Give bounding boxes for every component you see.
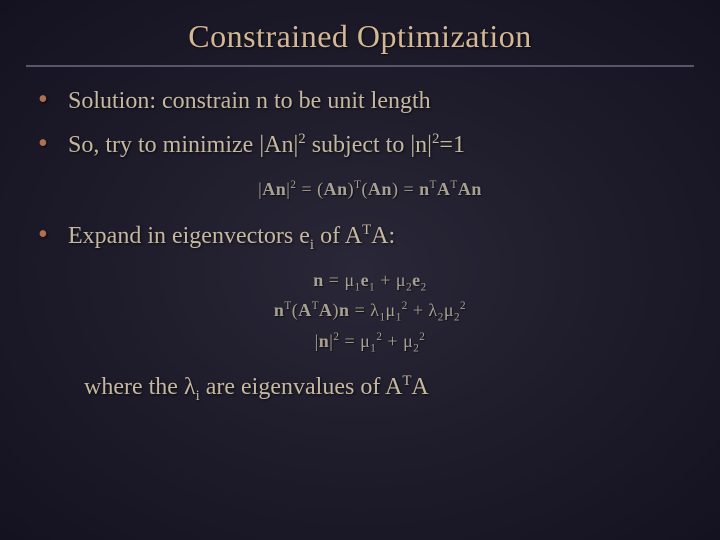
- eq1-rp2: ): [392, 179, 399, 199]
- eq4-plus: +: [382, 331, 403, 351]
- eq2-line2: nT(ATA)n = λ1μ12 + λ2μ22: [68, 295, 672, 326]
- equation-block-2: n = μ1e1 + μ2e2 nT(ATA)n = λ1μ12 + λ2μ22…: [68, 265, 672, 357]
- eq3-s1b: 1: [396, 312, 402, 324]
- eq4-n: n: [319, 331, 330, 351]
- eq1-A2: A: [458, 179, 472, 199]
- eq2-s2b: 2: [421, 281, 427, 293]
- eq3-A2: A: [319, 300, 333, 320]
- eq1-n2: n: [471, 179, 482, 199]
- eq4-mu1: μ: [360, 331, 370, 351]
- eq3-s2b: 2: [454, 312, 460, 324]
- eq1-n1: n: [419, 179, 430, 199]
- bullet-2-text-a: So, try to minimize |An|: [68, 132, 298, 158]
- sup-2a: 2: [298, 131, 305, 147]
- eq3-T: T: [284, 300, 291, 312]
- bullet-2-text-b: subject to |n|: [306, 132, 432, 158]
- eq2-line3: |n|2 = μ12 + μ22: [68, 326, 672, 357]
- equation-1-line: |An|2 = (An)T(An) = nTATAn: [68, 174, 672, 205]
- bullet-3-text-a: Expand in eigenvectors e: [68, 223, 310, 249]
- closing-a: where the: [84, 374, 184, 400]
- eq4-sup2: 2: [419, 331, 425, 343]
- eq2-plus: +: [375, 270, 396, 290]
- slide: Constrained Optimization Solution: const…: [0, 0, 720, 540]
- content-area: Solution: constrain n to be unit length …: [0, 85, 720, 403]
- eq4-sup: 2: [333, 331, 339, 343]
- eq4-s1: 1: [370, 343, 376, 355]
- eq3-mu1: μ: [386, 300, 396, 320]
- eq1-A1: A: [437, 179, 451, 199]
- eq2-e1: e: [361, 270, 370, 290]
- eq1-supT3: T: [450, 179, 457, 191]
- title-underline: [26, 65, 694, 67]
- eq2-mu2: μ: [396, 270, 406, 290]
- eq1-supT: T: [354, 179, 361, 191]
- eq2-mu1: μ: [344, 270, 354, 290]
- eq3-mu2: μ: [444, 300, 454, 320]
- eq3-n2: n: [339, 300, 350, 320]
- eq3-T2: T: [312, 300, 319, 312]
- eq1-An: An: [262, 179, 286, 199]
- bullet-1: Solution: constrain n to be unit length: [68, 85, 672, 117]
- eq3-plus: +: [408, 300, 429, 320]
- closing-line: where the λi are eigenvalues of ATA: [84, 371, 672, 403]
- equation-1: |An|2 = (An)T(An) = nTATAn: [68, 174, 672, 205]
- eq3-A1: A: [298, 300, 312, 320]
- eq1-eq: = (: [296, 179, 323, 199]
- eq2-e2: e: [412, 270, 421, 290]
- bullet-3-text-b: of A: [314, 223, 362, 249]
- bullet-3: Expand in eigenvectors ei of ATA:: [68, 220, 672, 252]
- eq3-n: n: [274, 300, 285, 320]
- eq1-supT2: T: [430, 179, 437, 191]
- eq2-n: n: [313, 270, 324, 290]
- bullet-3-text-c: A:: [371, 223, 395, 249]
- closing-lambda: λ: [184, 374, 196, 400]
- slide-title: Constrained Optimization: [0, 18, 720, 55]
- bullet-2-text-c: =1: [439, 132, 465, 158]
- closing-b: are eigenvalues of A: [200, 374, 403, 400]
- eq1-An2: An: [324, 179, 348, 199]
- eq4-s2: 2: [413, 343, 419, 355]
- closing-c: A: [411, 374, 428, 400]
- eq3-sup2: 2: [460, 300, 466, 312]
- eq1-An3: An: [368, 179, 392, 199]
- bullet-2: So, try to minimize |An|2 subject to |n|…: [68, 129, 672, 161]
- sup-T: T: [362, 222, 371, 238]
- eq3-l2: λ: [429, 300, 438, 320]
- eq2-line1: n = μ1e1 + μ2e2: [68, 265, 672, 296]
- eq4-mu2: μ: [403, 331, 413, 351]
